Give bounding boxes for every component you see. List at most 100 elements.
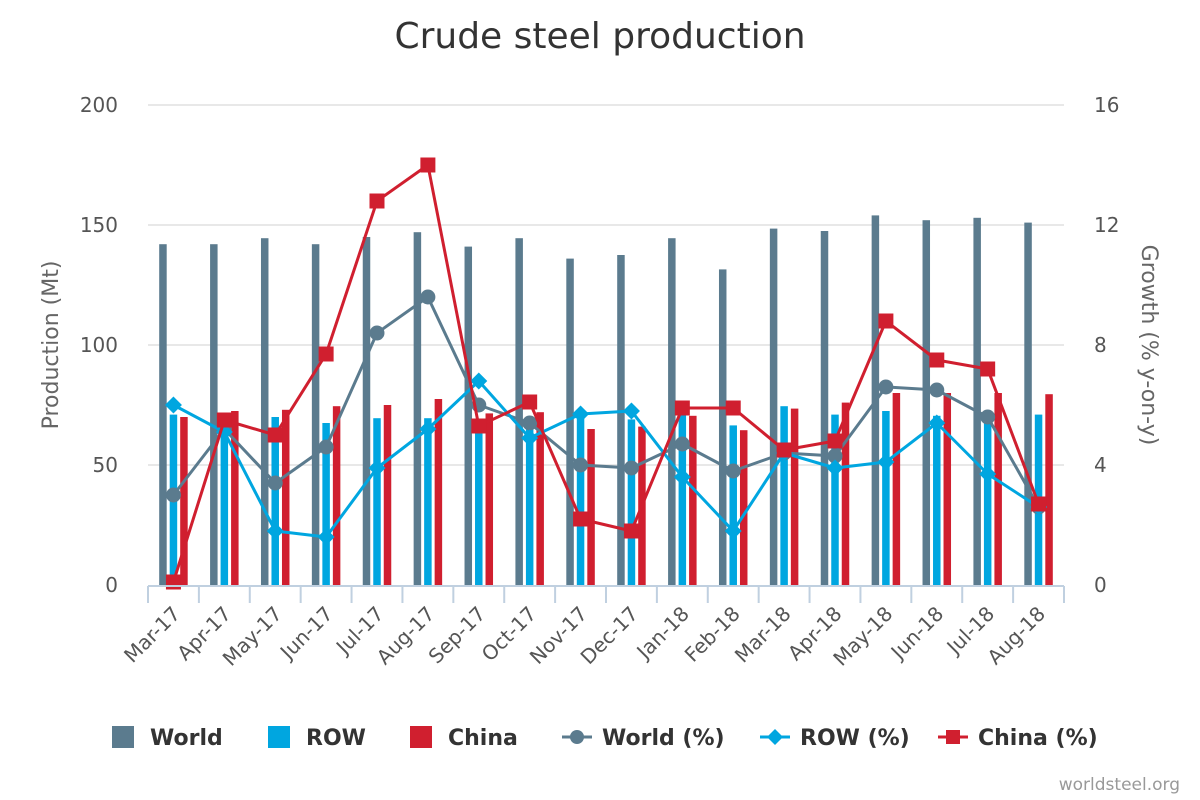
point-world: [420, 289, 436, 305]
point-china: [725, 400, 741, 416]
point-row: [470, 372, 488, 390]
point-row: [979, 465, 997, 483]
point-row: [673, 468, 691, 486]
bar-row: [475, 426, 483, 585]
legend-label-world: World (%): [602, 726, 725, 751]
y-right-tick-label: 8: [1094, 333, 1107, 357]
point-china: [776, 442, 792, 458]
point-china: [216, 412, 232, 428]
y-left-tick-label: 50: [93, 453, 118, 477]
bar-row: [271, 417, 279, 585]
bar-row: [882, 411, 890, 585]
bar-china: [587, 429, 595, 585]
bar-world: [413, 232, 422, 585]
bar-china: [790, 408, 799, 585]
point-china: [471, 418, 487, 434]
bar-china: [231, 411, 239, 585]
legend-label-world: World: [150, 726, 223, 751]
point-china: [623, 523, 639, 539]
point-row: [826, 459, 844, 477]
x-tick-label: Aug-18: [982, 602, 1050, 670]
bar-world: [1024, 222, 1032, 585]
bar-world: [515, 238, 523, 585]
bar-row: [780, 406, 788, 585]
bar-row: [831, 414, 839, 585]
point-china: [318, 346, 334, 362]
legend: World ROW China World (%) ROW (%) China (%): [112, 726, 1098, 751]
y-left-tick-label: 150: [80, 213, 118, 237]
bar-china: [180, 417, 188, 585]
point-china: [420, 157, 436, 173]
y-right-tick-label: 0: [1094, 573, 1107, 597]
point-china: [573, 511, 589, 527]
bar-china: [383, 405, 392, 585]
bar-row: [627, 419, 636, 585]
x-tick-label: Dec-17: [576, 602, 643, 669]
point-china: [267, 427, 283, 443]
y-right-tick-label: 12: [1094, 213, 1119, 237]
point-world: [165, 487, 181, 503]
point-world: [827, 448, 843, 464]
bar-china: [332, 406, 341, 585]
point-world: [267, 475, 283, 491]
bar-row: [576, 409, 585, 585]
point-world: [674, 436, 690, 452]
bar-world: [973, 217, 981, 586]
bar-china: [485, 413, 494, 585]
bar-world: [718, 269, 727, 585]
bar-row: [983, 421, 992, 585]
x-tick-label: Sep-17: [424, 602, 491, 669]
point-row: [164, 396, 182, 414]
point-row: [368, 459, 386, 477]
point-world: [980, 409, 996, 425]
point-row: [622, 402, 640, 420]
bar-world: [260, 238, 269, 585]
bar-china: [739, 430, 748, 585]
bar-row: [373, 418, 381, 585]
point-china: [1031, 496, 1047, 512]
bar-world: [159, 244, 167, 585]
bar-china: [536, 412, 544, 585]
bar-world: [769, 228, 778, 585]
bar-world: [311, 244, 320, 585]
y-left-tick-label: 100: [80, 333, 118, 357]
line-world: [172, 295, 1040, 508]
bar-world: [668, 238, 676, 585]
legend-marker-china: [946, 730, 960, 744]
x-tick-label: Jun-18: [885, 602, 949, 666]
credit-text: worldsteel.org: [1059, 775, 1180, 795]
bar-china: [994, 393, 1002, 585]
bar-world: [362, 237, 371, 585]
bar-row: [729, 425, 737, 585]
lines: [164, 157, 1048, 590]
point-world: [878, 379, 894, 395]
bar-china: [1045, 394, 1053, 585]
line-china: [172, 163, 1040, 583]
chart-title: Crude steel production: [394, 16, 805, 57]
point-china: [980, 361, 996, 377]
point-world: [929, 382, 945, 398]
legend-label-row: ROW (%): [800, 726, 910, 751]
x-tick-label: Mar-17: [119, 602, 185, 668]
bar-row: [322, 423, 330, 585]
point-china: [878, 313, 894, 329]
legend-marker-world: [570, 730, 584, 744]
point-china: [369, 193, 385, 209]
bar-china: [892, 393, 901, 585]
point-world: [623, 460, 639, 476]
point-china: [674, 400, 690, 416]
legend-swatch-row: [268, 726, 290, 748]
bar-row: [933, 415, 941, 585]
bar-china: [841, 402, 850, 585]
point-row: [877, 453, 895, 471]
x-tick-label: Aug-17: [372, 602, 440, 670]
x-tick-label: Mar-18: [730, 602, 796, 668]
bar-china: [943, 393, 952, 585]
point-china: [522, 394, 538, 410]
point-world: [725, 463, 741, 479]
bar-world: [922, 220, 931, 585]
bar-world: [464, 246, 473, 585]
point-row: [419, 420, 437, 438]
y-left-tick-label: 200: [80, 93, 118, 117]
